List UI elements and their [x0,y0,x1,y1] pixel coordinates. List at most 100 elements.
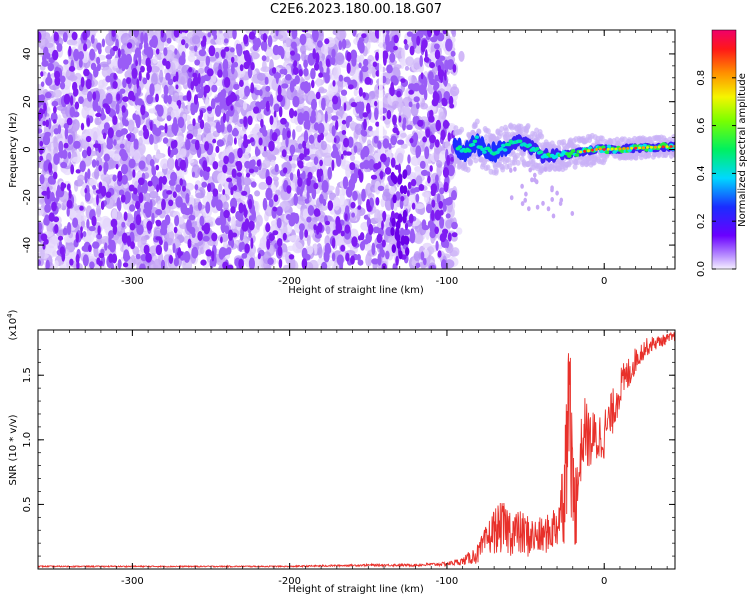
spectrogram-noise-peak [257,252,261,260]
spectrogram-noise-blob [274,163,279,173]
spectrogram-noise-peak [130,241,135,250]
spectrogram-noise-blob [301,170,306,180]
spectrogram-noise-peak [247,115,253,126]
spectrogram-noise-peak [145,57,151,68]
spectrogram-noise-peak [357,205,362,210]
spectrogram-noise-blob [224,225,230,235]
spectrogram-noise-speckle [349,228,359,239]
spectrogram-noise-blob [421,224,430,231]
spectrogram-noise-blob [413,96,420,103]
spectrogram-noise-blob [447,196,453,206]
signal-halo [467,160,473,167]
spectrogram-noise-speckle [204,215,213,223]
spectrogram-noise-blob [296,185,301,196]
spectrogram-noise-speckle [195,192,205,199]
spectrogram-noise-peak [391,174,397,183]
spectrogram-noise-speckle [166,230,175,242]
spectrogram-noise-peak [344,224,351,234]
spectrogram-noise-blob [129,204,136,212]
spectrogram-noise-blob [135,116,141,129]
spectrogram-noise-speckle [100,235,111,243]
spectrogram-noise-blob [185,192,190,204]
signal-halo [476,128,482,135]
signal-halo [646,152,652,159]
spectrogram-noise-peak [400,195,405,202]
spectrogram-noise-peak [69,258,74,266]
spectrogram-noise-blob [88,226,96,232]
spectrogram-noise-peak [276,238,283,247]
spectrogram-noise-blob [149,199,153,211]
spectrogram-noise-blob [156,104,164,117]
spectrogram-noise-speckle [40,247,45,260]
spectrogram-noise-blob [308,135,314,142]
spectrogram-noise-blob [259,249,265,256]
spectrogram-noise-blob [412,36,417,49]
spectrogram-noise-peak [146,72,150,81]
spectrogram-noise-speckle [82,139,90,150]
spectrogram-noise-blob [302,110,310,122]
spectrogram-noise-blob [103,122,110,131]
signal-halo [622,136,628,143]
spectrogram-noise-blob [311,109,316,119]
spectrogram-noise-blob [72,217,79,228]
spectrogram-noise-speckle [95,205,102,218]
spectrogram-noise-speckle [170,95,180,102]
spectrogram-noise-peak [212,161,219,170]
spectrogram-noise-speckle [433,148,440,162]
spectrogram-noise-peak [380,153,387,163]
spectrogram-noise-peak [38,31,42,42]
spectrogram-noise-peak [200,259,207,266]
spectrogram-noise-blob [198,88,204,94]
spectrogram-noise-blob [190,102,195,111]
spectrogram-noise-peak [53,31,59,42]
spectrogram-noise-blob [313,156,319,166]
spectrogram-noise-peak [212,138,217,144]
spectrogram-noise-speckle [275,189,281,196]
spectrogram-noise-speckle [98,79,105,89]
spectrogram-noise-peak [244,243,250,254]
spectrogram-noise-peak [117,48,121,58]
spectrogram-noise-speckle [290,163,297,169]
spectrogram-noise-blob [299,229,304,240]
spectrogram-noise-peak [331,159,335,172]
spectrogram-noise-peak [238,202,244,214]
spectrogram-noise-blob [104,242,108,251]
spectrogram-noise-blob [171,147,179,155]
spectrogram-noise-speckle [142,192,151,202]
spectrogram-noise-peak [243,116,248,128]
spectrogram-noise-blob [173,257,179,267]
spectrogram-noise-speckle [54,260,59,269]
spectrogram-noise-blob [78,96,84,104]
spectrogram-noise-peak [316,211,321,217]
spectrogram-noise-blob [291,30,298,40]
spectrogram-noise-peak [431,199,436,208]
spectrogram-noise-peak [112,81,118,89]
spectrogram-noise-speckle [145,117,151,131]
spectrogram-noise-peak [69,95,74,106]
spectrogram-noise-peak [128,184,135,192]
spectrogram-noise-blob [191,171,196,178]
spectrogram-noise-speckle [154,153,164,159]
spectrogram-noise-blob [336,154,342,167]
signal-halo [470,129,476,136]
spectrogram-noise-peak [400,78,406,83]
spectrogram-noise-blob [110,262,115,269]
spectrogram-noise-speckle [38,187,44,200]
spectrogram-noise-blob [445,213,451,219]
spectrogram-noise-peak [228,229,234,241]
spectrogram-noise-blob [219,247,227,258]
signal-halo [525,123,531,129]
spectrogram-noise-speckle [262,158,271,169]
spectrogram-noise-blob [292,95,300,108]
spectrogram-noise-blob [186,219,192,232]
spectrogram-noise-peak [112,223,118,235]
spectrogram-noise-peak [265,223,271,233]
spectrogram-noise-blob [57,124,62,135]
spectrogram-noise-blob [62,227,68,236]
spectrogram-noise-peak [45,119,49,128]
spectrogram-noise-peak [277,84,282,96]
spectrogram-noise-speckle [179,168,185,181]
spectrogram-noise-peak [435,119,442,132]
spectrogram-noise-peak [265,100,270,112]
spectrogram-noise-blob [428,71,434,82]
